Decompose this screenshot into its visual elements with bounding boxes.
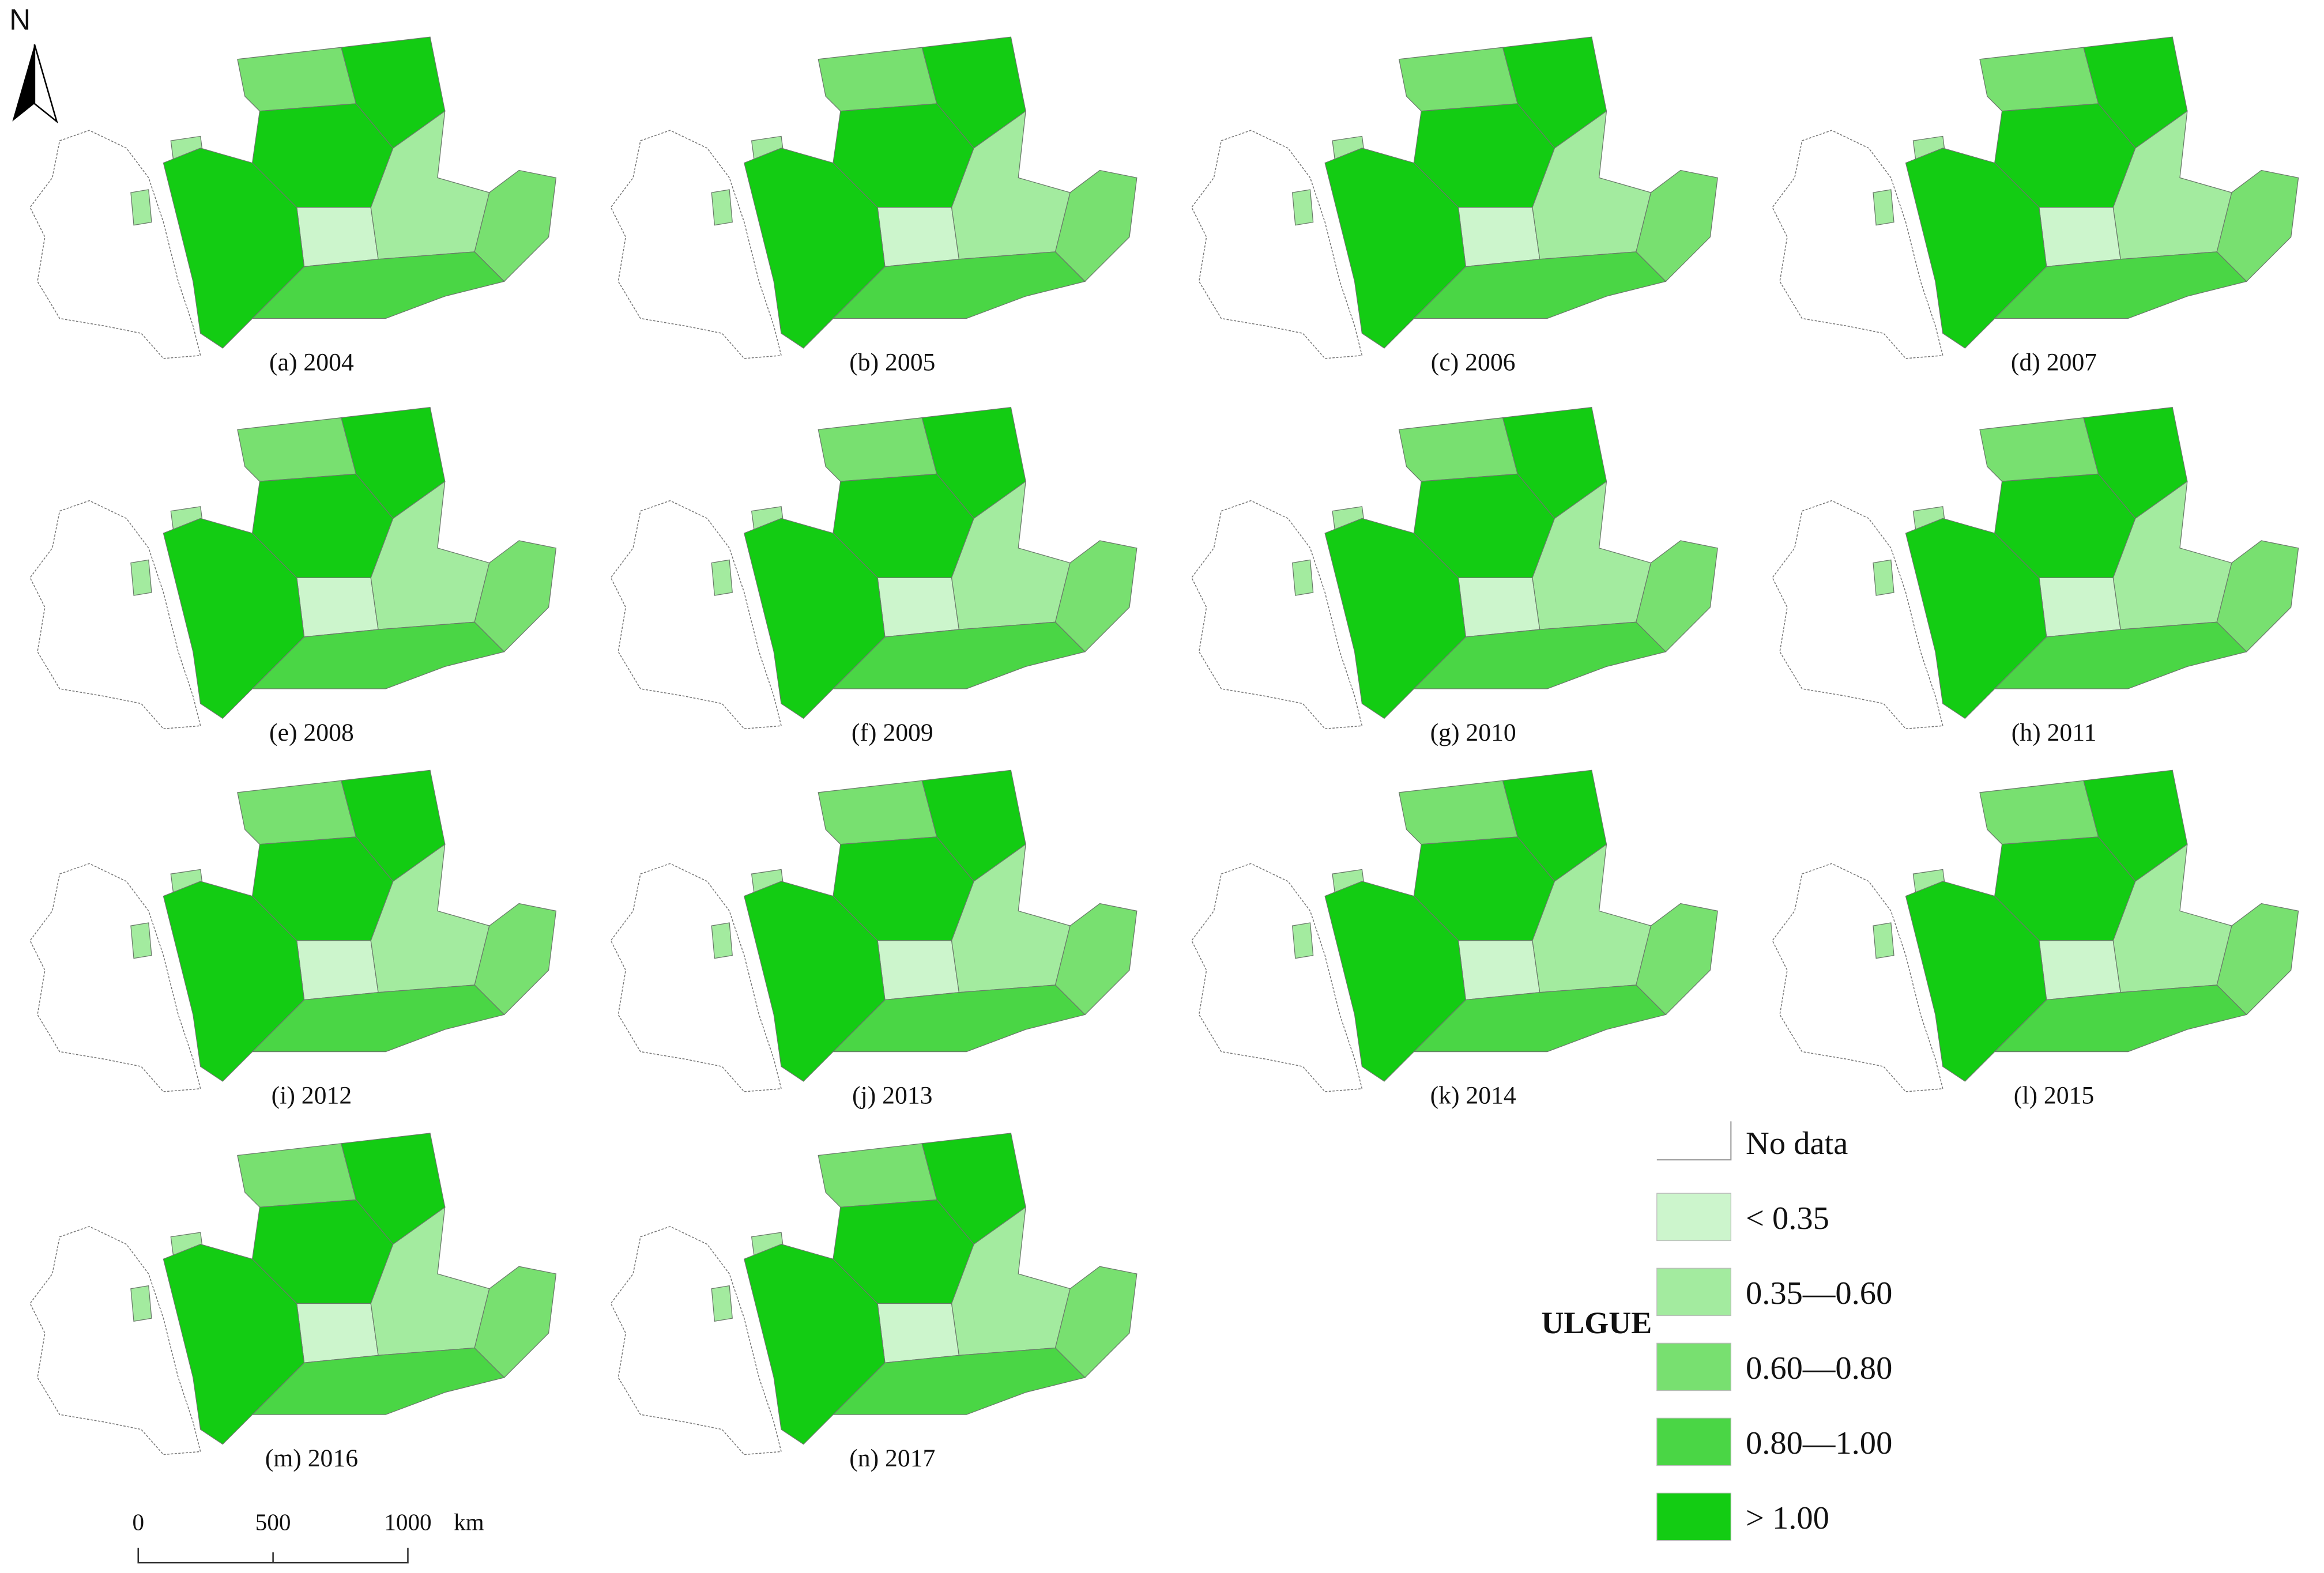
map-panel: (i) 2012: [29, 769, 557, 1110]
map-panels: (a) 2004 (b) 2005 (c) 2006 (d) 2007 (e) 2008…: [29, 36, 2299, 1472]
scale-unit: km: [454, 1509, 484, 1536]
region-map: [29, 769, 557, 1092]
map-panel: (k) 2014: [1191, 769, 1718, 1110]
legend-label: 0.35—0.60: [1746, 1276, 1892, 1311]
region-map: [610, 769, 1137, 1092]
panel-label: (n) 2017: [849, 1444, 935, 1472]
panel-label: (h) 2011: [2012, 719, 2097, 746]
legend-swatch: [1656, 1268, 1731, 1317]
legend-label: > 1.00: [1746, 1500, 1829, 1536]
map-panel: (d) 2007: [1772, 36, 2299, 376]
map-panel: (g) 2010: [1191, 406, 1718, 746]
map-panel: (c) 2006: [1191, 36, 1718, 376]
legend-swatch: [1656, 1193, 1731, 1242]
legend-label: < 0.35: [1746, 1201, 1829, 1236]
legend-swatch: [1656, 1417, 1731, 1466]
region-map: [29, 36, 557, 359]
legend-swatch: [1656, 1342, 1731, 1391]
map-panel: (m) 2016: [29, 1133, 557, 1472]
legend-label: 0.60—0.80: [1746, 1351, 1892, 1386]
map-panel: (h) 2011: [1772, 406, 2299, 746]
scale-label: 500: [255, 1509, 291, 1536]
map-panel: (b) 2005: [610, 36, 1137, 376]
panel-label: (b) 2005: [849, 348, 935, 376]
map-panel: (l) 2015: [1772, 769, 2299, 1110]
north-arrow: [12, 44, 35, 122]
panel-label: (m) 2016: [265, 1444, 358, 1472]
region-map: [1772, 36, 2299, 359]
panel-label: (c) 2006: [1431, 348, 1516, 376]
panel-label: (a) 2004: [269, 348, 354, 376]
map-panel: (j) 2013: [610, 769, 1137, 1110]
map-panel: (e) 2008: [29, 406, 557, 746]
panel-label: (f) 2009: [852, 719, 933, 746]
region-map: [610, 406, 1137, 730]
legend-label: 0.80—1.00: [1746, 1425, 1892, 1461]
region-map: [610, 1133, 1137, 1455]
scale-bar: 0 500 1000 km: [132, 1509, 484, 1564]
region-map: [1191, 36, 1718, 359]
map-panel: (a) 2004: [29, 36, 557, 376]
region-map: [1191, 769, 1718, 1092]
legend-swatch: [1656, 1121, 1732, 1161]
map-panel: (n) 2017: [610, 1133, 1137, 1472]
region-map: [29, 406, 557, 730]
panel-label: (k) 2014: [1430, 1082, 1516, 1110]
panel-label: (j) 2013: [852, 1082, 932, 1110]
panel-label: (d) 2007: [2011, 348, 2097, 376]
region-map: [610, 36, 1137, 359]
region-map: [29, 1133, 557, 1455]
legend-title: ULGUE: [1541, 1306, 1652, 1340]
map-panel: (f) 2009: [610, 406, 1137, 746]
scale-label: 0: [132, 1509, 144, 1536]
panel-label: (l) 2015: [2014, 1082, 2094, 1110]
region-map: [1191, 406, 1718, 730]
legend-label: No data: [1746, 1126, 1848, 1161]
north-arrow: [33, 44, 58, 124]
scale-label: 1000: [384, 1509, 431, 1536]
north-label: N: [9, 2, 31, 36]
panel-label: (e) 2008: [269, 719, 354, 746]
region-map: [1772, 406, 2299, 730]
legend: No data < 0.35 0.35—0.60 0.60—0.80 0.80—1.00…: [1656, 1121, 1892, 1541]
panel-label: (g) 2010: [1430, 719, 1516, 746]
region-map: [1772, 769, 2299, 1092]
panel-label: (i) 2012: [272, 1082, 352, 1110]
legend-swatch: [1656, 1492, 1731, 1541]
